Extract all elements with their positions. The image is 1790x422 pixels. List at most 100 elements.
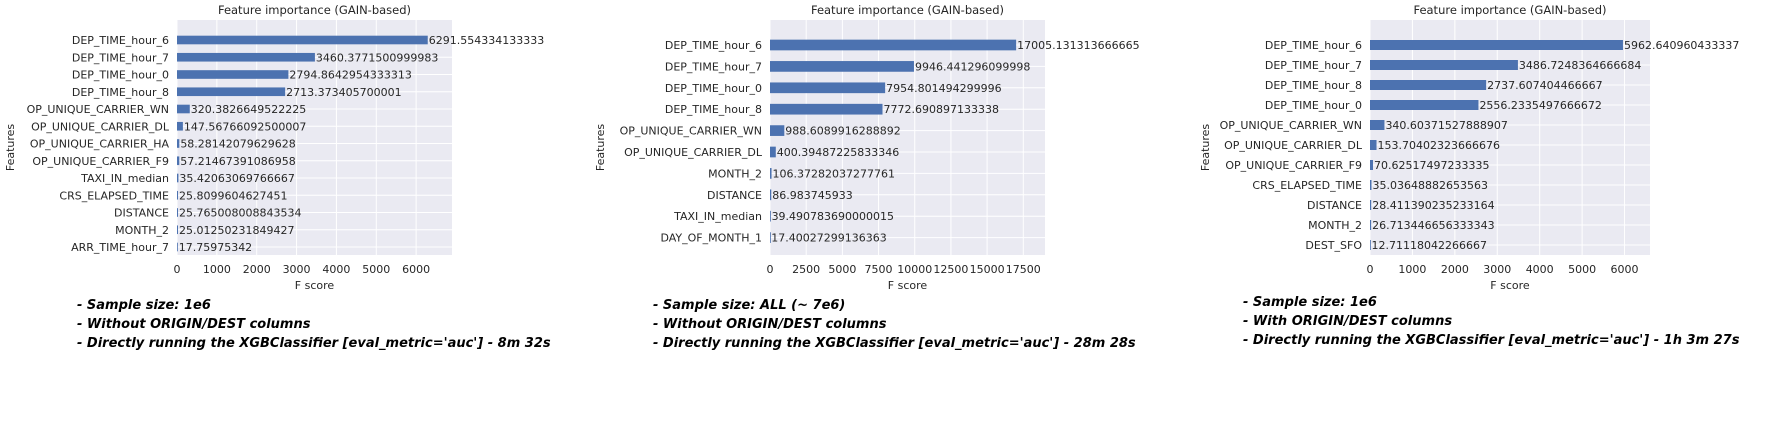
- bar-value-label: 57.21467391086958: [180, 155, 295, 168]
- category-label: OP_UNIQUE_CARRIER_WN: [620, 125, 762, 138]
- note-run-time: - Directly running the XGBClassifier [ev…: [653, 336, 1136, 351]
- note-run-time: - Directly running the XGBClassifier [ev…: [1243, 333, 1740, 348]
- bar: [177, 35, 428, 45]
- bar-value-label: 320.3826649522225: [191, 103, 306, 116]
- category-label: DEST_SFO: [1305, 239, 1362, 252]
- x-tick-label: 17500: [1006, 263, 1041, 276]
- bar-value-label: 7772.690897133338: [883, 103, 998, 116]
- bar: [1370, 40, 1623, 50]
- bar: [177, 70, 289, 79]
- category-label: MONTH_2: [1308, 219, 1362, 232]
- bar: [1370, 120, 1385, 130]
- bar: [1370, 100, 1479, 110]
- bar: [1370, 240, 1371, 250]
- x-tick-label: 1000: [203, 263, 231, 276]
- category-label: DEP_TIME_hour_6: [665, 39, 762, 52]
- bar-value-label: 2713.373405700001: [286, 86, 401, 99]
- category-label: OP_UNIQUE_CARRIER_DL: [624, 146, 763, 159]
- bar-value-label: 70.62517497233335: [1374, 159, 1489, 172]
- bar: [770, 61, 914, 72]
- x-axis-label: F score: [295, 279, 335, 292]
- x-tick-label: 15000: [970, 263, 1005, 276]
- bar: [177, 139, 180, 148]
- x-tick-label: 2000: [243, 263, 271, 276]
- feature-importance-chart-3: 0 1000 2000 3000 4000 5000 6000 5962.6409604333…: [1199, 3, 1739, 292]
- bar-value-label: 25.8099604627451: [179, 189, 287, 202]
- category-label: MONTH_2: [708, 167, 762, 180]
- bar-value-label: 2794.8642954333313: [289, 69, 411, 82]
- category-label: DEP_TIME_hour_7: [72, 51, 169, 64]
- category-label: OP_UNIQUE_CARRIER_HA: [30, 138, 170, 151]
- bar: [177, 173, 179, 183]
- category-label: CRS_ELAPSED_TIME: [1252, 179, 1362, 192]
- chart-title: Feature importance (GAIN-based): [811, 3, 1004, 17]
- x-tick-label: 2000: [1441, 263, 1469, 276]
- category-label: DAY_OF_MONTH_1: [660, 232, 762, 245]
- bar: [177, 156, 180, 166]
- note-columns: - Without ORIGIN/DEST columns: [77, 317, 311, 332]
- x-tick-label: 3000: [1483, 263, 1511, 276]
- bar-value-label: 340.60371527888907: [1385, 119, 1507, 132]
- bar: [177, 208, 179, 217]
- bar-value-label: 28.411390235233164: [1372, 199, 1494, 212]
- bar: [770, 210, 771, 222]
- category-label: DEP_TIME_hour_8: [1265, 79, 1362, 92]
- category-label: DEP_TIME_hour_8: [72, 86, 169, 99]
- category-label: MONTH_2: [115, 224, 169, 237]
- bar: [770, 39, 1017, 51]
- bar-value-label: 5962.640960433337: [1624, 39, 1739, 52]
- bar-value-label: 153.70402323666676: [1378, 139, 1500, 152]
- bar: [1370, 200, 1372, 210]
- bar-value-label: 25.01250231849427: [179, 224, 294, 237]
- run-notes-3: - Sample size: 1e6 - With ORIGIN/DEST co…: [1243, 293, 1739, 350]
- bar: [1370, 80, 1487, 90]
- bar-value-label: 2556.2335497666672: [1479, 99, 1601, 112]
- x-tick-label: 12500: [933, 263, 968, 276]
- category-label: OP_UNIQUE_CARRIER_F9: [1225, 159, 1362, 172]
- y-axis-label: Features: [594, 124, 607, 172]
- note-sample-size: - Sample size: 1e6: [77, 298, 211, 313]
- category-label: DEP_TIME_hour_6: [1265, 39, 1362, 52]
- bar: [770, 146, 776, 158]
- category-label: OP_UNIQUE_CARRIER_DL: [1224, 139, 1363, 152]
- bar: [1370, 160, 1373, 170]
- bar: [177, 52, 315, 62]
- x-tick-label: 0: [767, 263, 774, 276]
- bar-value-label: 39.490783690000015: [772, 210, 894, 223]
- x-tick-label: 4000: [1526, 263, 1554, 276]
- run-notes-1: - Sample size: 1e6 - Without ORIGIN/DEST…: [77, 296, 551, 353]
- category-label: DISTANCE: [707, 189, 762, 202]
- bar-value-label: 400.39487225833346: [777, 146, 899, 159]
- bar: [770, 168, 772, 179]
- bar-value-label: 58.28142079629628: [180, 138, 295, 151]
- bar-value-label: 25.765008008843534: [179, 207, 301, 220]
- x-axis-label: F score: [888, 279, 928, 292]
- x-tick-label: 6000: [402, 263, 430, 276]
- bar: [1370, 180, 1372, 190]
- bar-value-label: 147.56766092500007: [184, 120, 306, 133]
- bar: [1370, 140, 1377, 150]
- category-label: DEP_TIME_hour_7: [665, 60, 762, 73]
- note-sample-size: - Sample size: 1e6: [1243, 295, 1377, 310]
- bar: [1370, 220, 1372, 230]
- bar-value-label: 6291.554334133333: [429, 34, 544, 47]
- bar-value-label: 17.40027299136363: [771, 232, 886, 245]
- category-label: DISTANCE: [114, 207, 169, 220]
- bar: [770, 189, 772, 201]
- bar-value-label: 86.983745933: [772, 189, 852, 202]
- category-label: OP_UNIQUE_CARRIER_WN: [27, 103, 169, 116]
- bar: [770, 103, 883, 115]
- category-label: ARR_TIME_hour_7: [71, 241, 169, 254]
- category-label: OP_UNIQUE_CARRIER_DL: [31, 120, 170, 133]
- plot-area: [1370, 20, 1650, 255]
- feature-importance-chart-1: 0 1000 2000 3000 4000 5000 6000 6291.5543341333…: [4, 3, 544, 292]
- category-label: DEP_TIME_hour_0: [665, 82, 762, 95]
- x-tick-label: 4000: [322, 263, 350, 276]
- bar: [770, 232, 771, 243]
- bar: [177, 242, 178, 252]
- x-tick-label: 0: [174, 263, 181, 276]
- x-tick-label: 5000: [362, 263, 390, 276]
- bar-value-label: 7954.801494299996: [886, 82, 1001, 95]
- category-label: TAXI_IN_median: [673, 210, 762, 223]
- bar-value-label: 988.6089916288892: [785, 125, 900, 138]
